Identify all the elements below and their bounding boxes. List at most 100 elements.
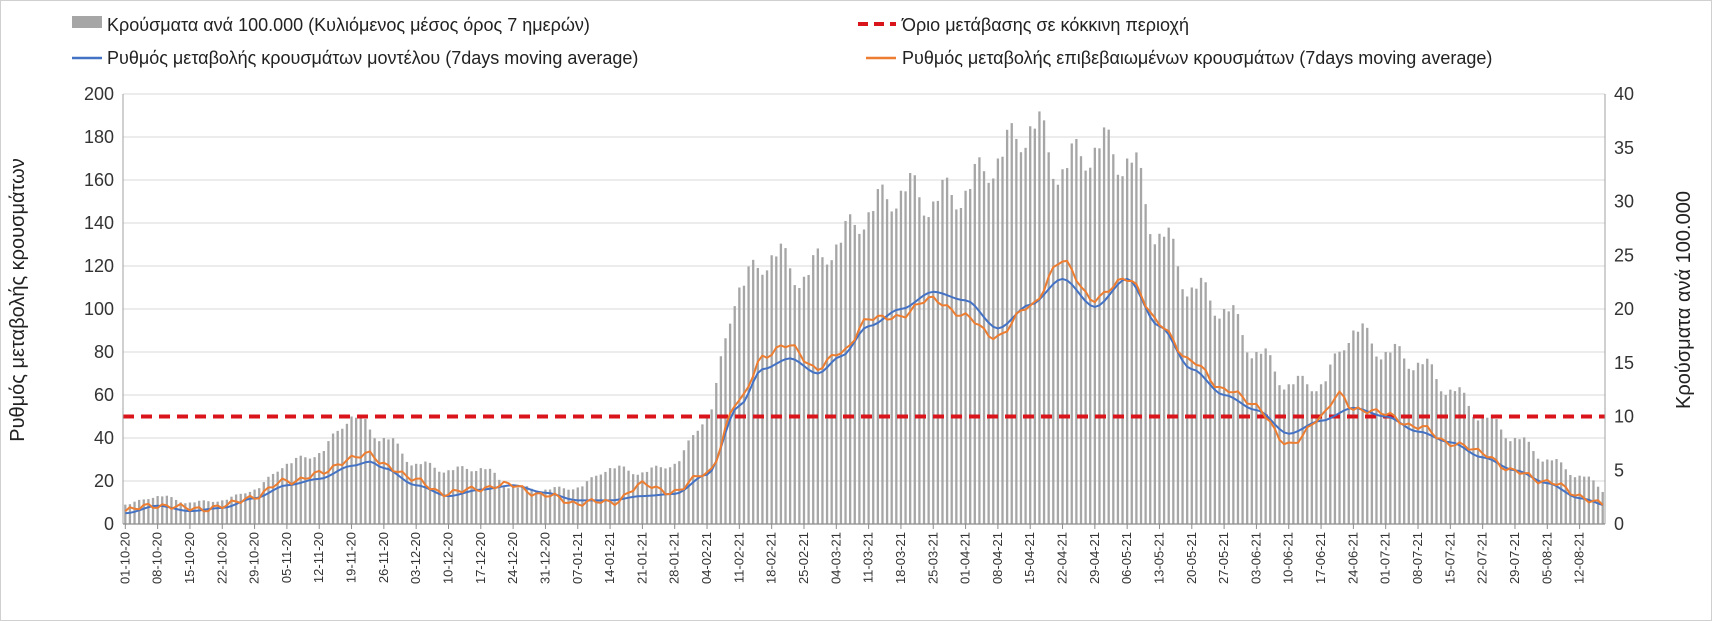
x-tick-label: 11-02-21 (731, 532, 746, 583)
bar (1319, 384, 1323, 524)
bar (373, 438, 376, 524)
right-tick-label: 35 (1614, 138, 1634, 158)
bar (1296, 375, 1300, 524)
bar (1269, 355, 1272, 524)
bar (1476, 420, 1480, 524)
bar (1149, 234, 1152, 524)
bar (225, 499, 229, 524)
bar (844, 220, 847, 524)
bar (198, 500, 201, 524)
x-tick-label: 15-04-21 (1022, 532, 1037, 584)
bar (535, 490, 538, 524)
bar (1236, 314, 1240, 524)
bar (387, 439, 390, 524)
bar (1412, 370, 1415, 524)
bar (788, 268, 792, 524)
left-tick-label: 40 (94, 428, 114, 448)
bar (1287, 384, 1290, 524)
bar (858, 233, 861, 524)
bar (1278, 385, 1281, 524)
right-tick-label: 10 (1614, 407, 1634, 427)
bar (193, 502, 196, 524)
bar (853, 224, 856, 524)
bar (1029, 126, 1032, 524)
right-tick-label: 0 (1614, 514, 1624, 534)
bar (502, 485, 506, 524)
bar (1232, 305, 1235, 524)
bar (701, 424, 704, 524)
bar (959, 207, 963, 524)
bar (511, 487, 515, 524)
bar (442, 472, 446, 524)
bar (798, 287, 801, 524)
bar (941, 179, 944, 524)
bar (179, 502, 182, 524)
bar (438, 471, 441, 524)
bar (156, 496, 159, 524)
bar (733, 306, 736, 524)
bar (124, 504, 127, 524)
bar (1255, 352, 1258, 524)
bar (1195, 288, 1198, 524)
bar (1559, 462, 1563, 524)
x-tick-label: 25-03-21 (925, 532, 940, 584)
left-axis-title: Ρυθμός μεταβολής κρουσμάτων (7, 158, 29, 442)
bar (1264, 348, 1267, 524)
bar (982, 171, 986, 524)
x-tick-label: 03-06-21 (1248, 532, 1263, 584)
bar (285, 463, 289, 524)
bar (1107, 129, 1110, 524)
x-tick-label: 08-04-21 (990, 532, 1005, 584)
bar (465, 468, 469, 524)
left-tick-label: 100 (84, 299, 114, 319)
bar (802, 276, 806, 524)
bar (1204, 282, 1207, 524)
bar (862, 229, 866, 525)
bar (1467, 405, 1470, 524)
bar (1167, 227, 1170, 524)
bar (1052, 178, 1055, 524)
bar (313, 457, 316, 524)
x-tick-label: 12-11-20 (311, 532, 326, 583)
right-tick-label: 40 (1614, 84, 1634, 104)
bar (692, 435, 695, 524)
bar (1513, 438, 1517, 524)
bar (1352, 330, 1355, 524)
bar (576, 487, 579, 524)
bar (239, 493, 242, 524)
x-tick-label: 13-05-21 (1151, 532, 1166, 584)
bar (461, 466, 464, 524)
bar (410, 465, 413, 524)
bar (207, 501, 210, 524)
bar (1306, 384, 1309, 524)
x-tick-label: 31-12-20 (537, 532, 552, 584)
bar (641, 472, 644, 524)
bar (1158, 233, 1161, 524)
x-tick-label: 22-04-21 (1055, 532, 1070, 584)
x-tick-label: 19-11-20 (344, 532, 359, 583)
bar (1209, 300, 1212, 524)
left-tick-label: 140 (84, 213, 114, 233)
bar (1116, 174, 1120, 524)
bar (1144, 204, 1147, 524)
legend-confirmed-label: Ρυθμός μεταβολής επιβεβαιωμένων κρουσμάτ… (902, 48, 1492, 68)
x-tick-label: 04-03-21 (828, 532, 843, 584)
left-tick-label: 120 (84, 256, 114, 276)
bar (784, 248, 787, 524)
left-tick-label: 180 (84, 127, 114, 147)
bar (1366, 327, 1369, 524)
bar (830, 260, 833, 524)
bar (230, 496, 233, 524)
bar (1246, 352, 1249, 524)
bar (895, 208, 898, 524)
bar (1550, 460, 1554, 524)
legend-model-label: Ρυθμός μεταβολής κρουσμάτων μοντέλου (7d… (107, 48, 638, 68)
bar (1564, 469, 1567, 524)
bar (1532, 451, 1535, 524)
bar (715, 382, 718, 524)
bar (1518, 439, 1521, 524)
bar (138, 499, 141, 524)
bar (281, 468, 284, 524)
bar (1315, 391, 1318, 524)
bar (1407, 368, 1410, 524)
